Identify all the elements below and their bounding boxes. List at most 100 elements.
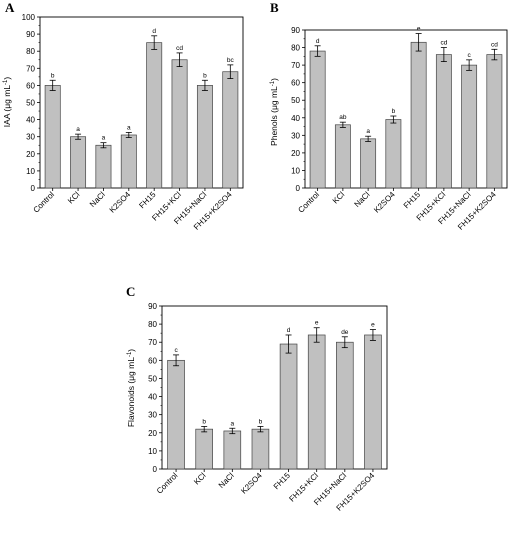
panel-b-ytick-label: 10	[291, 166, 300, 175]
panel-a-category-label: FH15	[137, 190, 158, 211]
panel-c-ytick-label: 50	[148, 374, 157, 383]
panel-c-significance-letter: c	[174, 347, 178, 354]
panel-c-category-label: KCl	[192, 471, 208, 487]
panel-b-ytick-label: 60	[291, 79, 300, 88]
panel-a-bar	[70, 136, 87, 189]
panel-b-bar	[410, 41, 427, 189]
panel-c-significance-letter: e	[371, 322, 375, 329]
panel-c-ytick-label: 90	[148, 302, 157, 311]
panel-a-significance-letter: a	[76, 126, 80, 133]
panel-a-ytick-label: 40	[26, 116, 35, 125]
panel-a-ytick-label: 70	[26, 64, 35, 73]
panel-a-significance-letter: cd	[176, 45, 183, 52]
panel-a-significance-letter: bc	[227, 57, 235, 64]
panel-b-category-label: K2SO4	[372, 190, 397, 215]
panel-b-bar	[461, 64, 478, 189]
panel-a-ytick-label: 90	[26, 30, 35, 39]
panel-a-chart: A 0 10 20 30 40 50 60 70 80 90 100 IAA (μg mL-1) b Con…	[2, 0, 244, 232]
panel-a-ytick-label: 80	[26, 47, 35, 56]
panel-a-bar	[196, 85, 213, 189]
panel-b-bar	[334, 124, 351, 189]
panel-a-significance-letter: b	[51, 72, 55, 79]
panel-b-bar	[486, 54, 503, 189]
panel-a-ytick-label: 20	[26, 150, 35, 159]
panel-c-chart: C 0 10 20 30 40 50 60 70 80 90 Flavonoids (μg mL-1)…	[126, 284, 388, 513]
panel-b-significance-letter: e	[417, 26, 421, 33]
panel-c-category-label: NaCl	[217, 471, 236, 490]
panel-b-ytick-label: 30	[291, 131, 300, 140]
panel-c-significance-letter: b	[202, 418, 206, 425]
panel-a-bar	[146, 42, 163, 189]
panel-b-chart: B 0 10 20 30 40 50 60 70 80 90 Phenols (μg mL-1) d Co…	[269, 0, 508, 232]
panel-c-category-label: Control	[155, 471, 180, 496]
panel-b-ytick-label: 70	[291, 61, 300, 70]
panel-c-bar	[279, 343, 298, 470]
panel-c-ytick-label: 60	[148, 356, 157, 365]
panel-c-ytick-label: 0	[153, 465, 158, 474]
panel-b-ytick-label: 90	[291, 26, 300, 35]
panel-a-bar	[171, 59, 188, 189]
panel-b-significance-letter: a	[366, 128, 370, 135]
panel-b-ytick-label: 80	[291, 44, 300, 53]
panel-a-ytick-label: 100	[22, 13, 36, 22]
panel-a-category-label: K2SO4	[108, 190, 133, 215]
panel-a-significance-letter: b	[203, 72, 207, 79]
panel-c-ytick-label: 20	[148, 429, 157, 438]
panel-b-significance-letter: cd	[440, 40, 447, 47]
panel-c-ylabel: Flavonoids (μg mL-1)	[126, 349, 136, 427]
panel-c-bar	[167, 359, 185, 470]
panel-b-significance-letter: c	[468, 52, 472, 59]
panel-c-bar	[336, 341, 354, 470]
panel-c-significance-letter: a	[231, 420, 235, 427]
panel-a-ytick-label: 30	[26, 133, 35, 142]
panel-a-category-label: NaCl	[88, 190, 107, 209]
panel-b-category-label: KCl	[331, 190, 347, 206]
panel-a-significance-letter: a	[102, 135, 106, 142]
panel-b-bar	[385, 119, 402, 189]
panel-b-significance-letter: cd	[491, 41, 498, 48]
panel-a-bar	[44, 85, 61, 189]
panel-b-significance-letter: d	[316, 38, 320, 45]
panel-c-bar	[307, 334, 326, 470]
panel-a-ytick-label: 10	[26, 167, 35, 176]
panel-b-significance-letter: ab	[339, 114, 347, 121]
panel-c-category-label: K2SO4	[239, 471, 264, 496]
panel-a-significance-letter: d	[152, 28, 156, 35]
panel-a-letter: A	[5, 0, 15, 15]
panel-a-category-label: KCl	[66, 190, 82, 206]
panel-a-ytick-label: 50	[26, 99, 35, 108]
panel-c-significance-letter: de	[341, 329, 349, 336]
panel-b-bar	[360, 138, 377, 189]
panel-c-ytick-label: 70	[148, 338, 157, 347]
panel-c-letter: C	[126, 284, 135, 299]
panel-b-ytick-label: 40	[291, 114, 300, 123]
panel-b-ylabel: Phenols (μg mL-1)	[269, 78, 279, 146]
panel-c-ytick-label: 80	[148, 320, 157, 329]
panel-c-bar	[195, 428, 213, 470]
panel-a-bar	[222, 71, 239, 189]
panel-a-bar	[95, 144, 112, 189]
panel-a-significance-letter: a	[127, 124, 131, 131]
panel-c-ytick-label: 30	[148, 411, 157, 420]
panel-c-category-label: FH15	[272, 471, 293, 492]
panel-c-ytick-label: 10	[148, 447, 157, 456]
panel-b-ytick-label: 50	[291, 96, 300, 105]
panel-b-category-label: FH15	[402, 190, 423, 211]
panel-a-ylabel: IAA (μg mL-1)	[2, 77, 12, 128]
panel-a-bar	[120, 134, 137, 189]
panel-c-significance-letter: e	[315, 320, 319, 327]
panel-a-ytick-label: 0	[31, 184, 36, 193]
panel-c-significance-letter: d	[287, 327, 291, 334]
panel-a-category-label: Control	[31, 190, 56, 215]
panel-c-significance-letter: b	[259, 418, 263, 425]
panel-c-bar	[223, 430, 242, 470]
panel-c-bar	[251, 428, 270, 470]
panel-b-letter: B	[270, 0, 279, 15]
panel-b-ytick-label: 0	[296, 184, 301, 193]
panel-b-significance-letter: b	[392, 108, 396, 115]
panel-c-bar	[364, 334, 382, 470]
panel-b-bar	[435, 54, 452, 189]
panel-b-ytick-label: 20	[291, 149, 300, 158]
panel-b-category-label: NaCl	[353, 190, 372, 209]
